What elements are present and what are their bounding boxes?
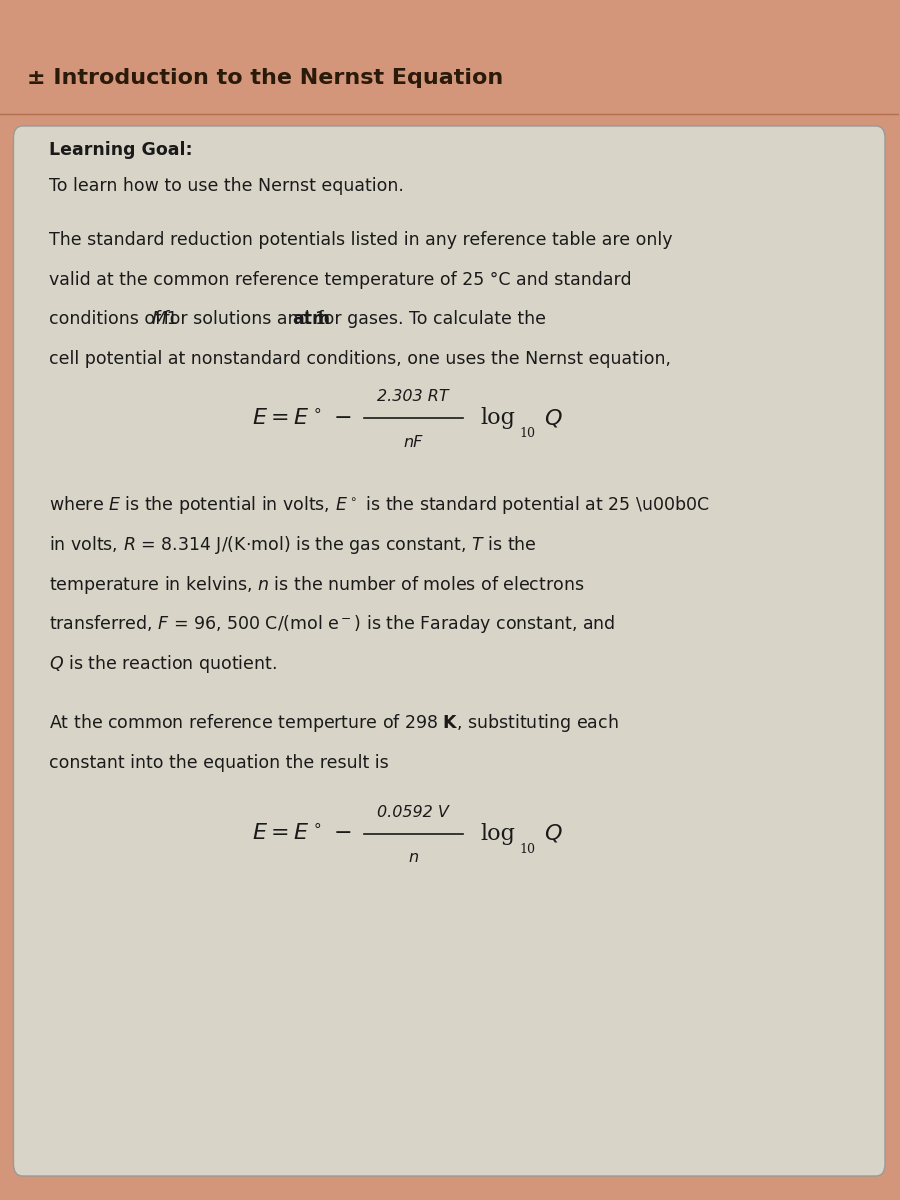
Text: for gases. To calculate the: for gases. To calculate the: [312, 310, 546, 328]
Text: log: log: [481, 823, 516, 845]
Text: conditions of 1: conditions of 1: [50, 310, 184, 328]
Text: At the common reference temperture of 298 $\mathbf{K}$, substituting each: At the common reference temperture of 29…: [50, 712, 619, 734]
Text: The standard reduction potentials listed in any reference table are only: The standard reduction potentials listed…: [50, 230, 673, 248]
Text: atm: atm: [292, 310, 330, 328]
Text: To learn how to use the Nernst equation.: To learn how to use the Nernst equation.: [50, 176, 404, 194]
Text: $\mathit{Q}$ is the reaction quotient.: $\mathit{Q}$ is the reaction quotient.: [50, 653, 277, 674]
Text: constant into the equation the result is: constant into the equation the result is: [50, 754, 389, 772]
Text: cell potential at nonstandard conditions, one uses the Nernst equation,: cell potential at nonstandard conditions…: [50, 349, 671, 367]
Text: ± Introduction to the Nernst Equation: ± Introduction to the Nernst Equation: [27, 68, 503, 88]
Text: 2.303 RT: 2.303 RT: [377, 389, 449, 404]
Text: $\mathit{Q}$: $\mathit{Q}$: [544, 407, 562, 430]
Text: where $\mathit{E}$ is the potential in volts, $\mathit{E}^\circ$ is the standard: where $\mathit{E}$ is the potential in v…: [50, 494, 710, 516]
Text: $\mathit{Q}$: $\mathit{Q}$: [544, 823, 562, 845]
Text: M: M: [151, 310, 166, 328]
Text: 10: 10: [519, 427, 536, 440]
Text: valid at the common reference temperature of 25 °C and standard: valid at the common reference temperatur…: [50, 270, 632, 288]
Text: nF: nF: [403, 434, 423, 450]
Text: for solutions and 1: for solutions and 1: [158, 310, 331, 328]
FancyBboxPatch shape: [14, 126, 885, 1176]
Text: 10: 10: [519, 844, 536, 856]
Text: 0.0592 V: 0.0592 V: [377, 805, 449, 820]
Text: in volts, $\mathit{R}$ = 8.314 J/(K$\cdot$mol) is the gas constant, $\mathit{T}$: in volts, $\mathit{R}$ = 8.314 J/(K$\cdo…: [50, 534, 537, 556]
Text: log: log: [481, 407, 516, 430]
Text: n: n: [409, 851, 419, 865]
Text: transferred, $\mathit{F}$ = 96, 500 C/(mol e$^-$) is the Faraday constant, and: transferred, $\mathit{F}$ = 96, 500 C/(m…: [50, 613, 616, 635]
Text: $E = E^\circ\,-\,$: $E = E^\circ\,-\,$: [252, 823, 351, 845]
Text: temperature in kelvins, $\mathit{n}$ is the number of moles of electrons: temperature in kelvins, $\mathit{n}$ is …: [50, 574, 585, 595]
Text: Learning Goal:: Learning Goal:: [50, 140, 193, 158]
Text: $E = E^\circ\,-\,$: $E = E^\circ\,-\,$: [252, 407, 351, 430]
